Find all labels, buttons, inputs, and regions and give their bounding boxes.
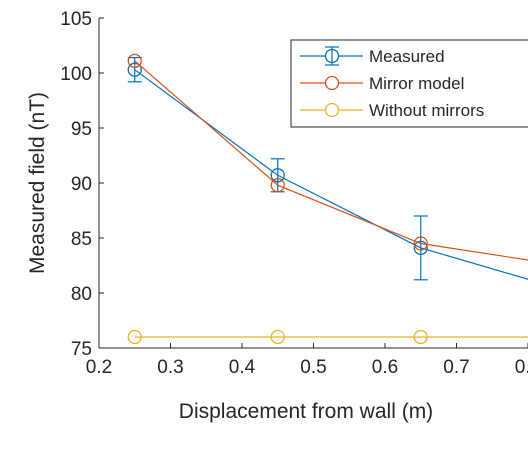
y-tick-label: 105 bbox=[60, 9, 92, 30]
y-tick-label: 95 bbox=[71, 119, 92, 140]
x-tick-label: 0.7 bbox=[443, 357, 469, 378]
legend-marker-2 bbox=[324, 102, 340, 118]
x-tick-label: 0.2 bbox=[86, 357, 112, 378]
data-point bbox=[270, 178, 285, 193]
series-line-1 bbox=[134, 60, 528, 261]
y-tick-label: 80 bbox=[71, 284, 92, 305]
legend-label-0: Measured bbox=[369, 47, 445, 66]
y-tick-label: 75 bbox=[71, 339, 92, 360]
x-axis-label: Displacement from wall (m) bbox=[179, 400, 433, 423]
data-point bbox=[127, 62, 142, 77]
x-tick-label: 0.4 bbox=[229, 357, 256, 378]
y-tick-label: 85 bbox=[71, 229, 92, 250]
data-point bbox=[413, 329, 428, 345]
data-point bbox=[413, 240, 428, 256]
legend-marker-1 bbox=[324, 75, 340, 91]
x-tick-label: 0.8 bbox=[515, 357, 528, 378]
y-axis-label: Measured field (nT) bbox=[26, 92, 49, 274]
data-point bbox=[127, 329, 142, 345]
x-tick-label: 0.6 bbox=[372, 357, 398, 378]
x-tick-label: 0.5 bbox=[300, 357, 326, 378]
y-tick-label: 100 bbox=[60, 64, 92, 85]
data-point bbox=[270, 168, 285, 183]
legend-label-2: Without mirrors bbox=[369, 101, 484, 120]
axes: 0.2 0.3 0.4 0.5 0.6 0.7 0.8 75 80 85 90 95 100 105 bbox=[60, 9, 528, 378]
plot-area bbox=[127, 53, 528, 345]
data-point bbox=[270, 329, 285, 345]
data-point bbox=[413, 236, 428, 251]
data-point bbox=[127, 53, 142, 69]
y-tick-label: 90 bbox=[71, 174, 92, 195]
x-tick-label: 0.3 bbox=[157, 357, 183, 378]
legend-label-1: Mirror model bbox=[369, 74, 464, 93]
legend: Measured Mirror model Without mirrors bbox=[290, 39, 528, 128]
